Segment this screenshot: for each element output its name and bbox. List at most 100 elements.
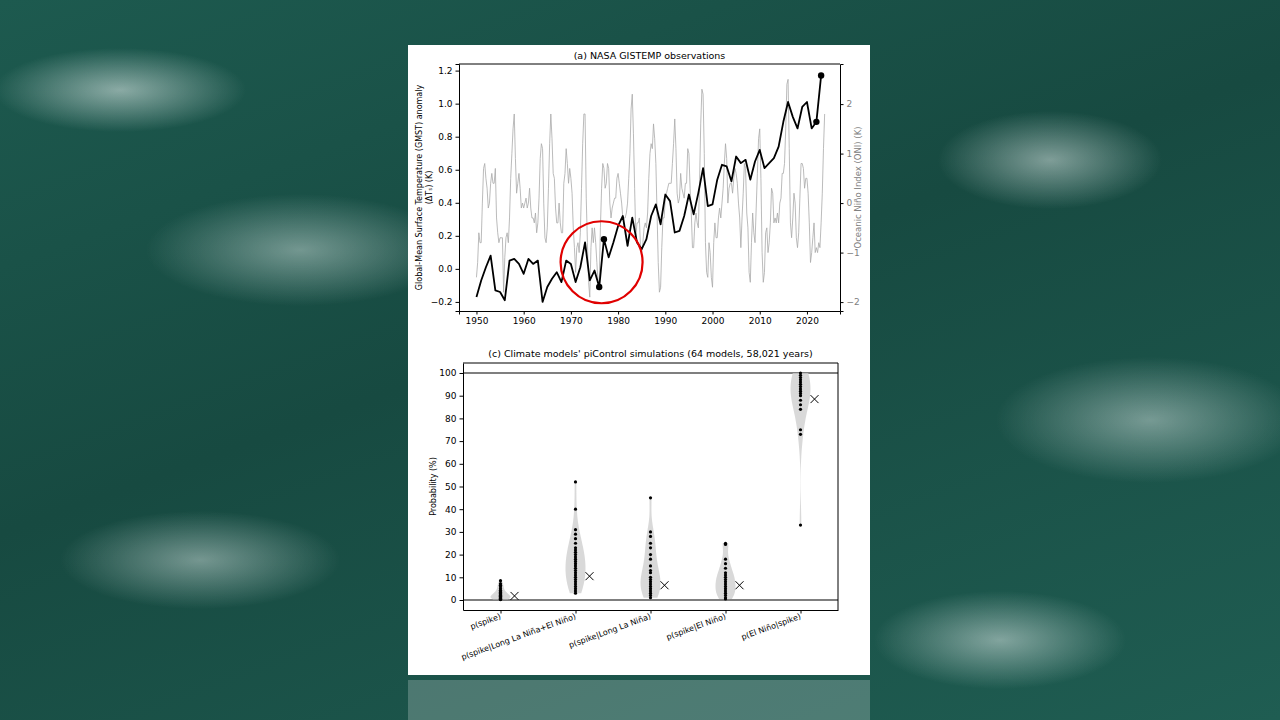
tick: 1980 xyxy=(607,311,630,326)
chart-a: 19501960197019801990200020102020−0.20.00… xyxy=(415,50,863,326)
tick-label: p(spike|Long La Niña) xyxy=(568,612,653,650)
tick: 10 xyxy=(445,573,463,583)
violin xyxy=(566,482,586,593)
point xyxy=(601,236,607,242)
tick-mark xyxy=(460,600,464,601)
tick-mark xyxy=(456,203,460,204)
point xyxy=(799,433,802,436)
tick-mark xyxy=(501,610,502,614)
point xyxy=(813,119,819,125)
point xyxy=(499,582,502,585)
tick: 1.0 xyxy=(438,99,459,109)
y-axis-label: Global-Mean Surface Temperature (GMST) a… xyxy=(415,85,424,291)
point xyxy=(724,558,727,561)
axis-line xyxy=(841,65,844,312)
tick: 0 xyxy=(840,198,853,208)
point xyxy=(724,542,727,545)
tick-label: p(El Niño|spike) xyxy=(740,612,802,642)
frame-line xyxy=(459,64,840,65)
chart-svg: 19501960197019801990200020102020−0.20.00… xyxy=(0,0,1280,720)
tick: 0.4 xyxy=(438,198,459,208)
tick: 50 xyxy=(445,482,463,492)
point xyxy=(724,562,727,565)
tick-label: 90 xyxy=(445,391,457,401)
tick-label: 10 xyxy=(445,573,457,583)
mean-marker xyxy=(661,581,669,589)
tick-mark xyxy=(456,137,460,138)
tick-mark xyxy=(456,302,460,303)
point xyxy=(724,567,727,570)
tick: p(spike|Long La Niña+El Niño) xyxy=(460,610,577,662)
point xyxy=(649,530,652,533)
tick-label: p(spike|El Niño) xyxy=(665,612,727,642)
tick: 90 xyxy=(445,391,463,401)
tick: 1 xyxy=(840,149,852,159)
tick-mark xyxy=(840,302,844,303)
tick-mark xyxy=(460,464,464,465)
tick-mark xyxy=(456,236,460,237)
tick: 0.8 xyxy=(438,132,459,142)
tick: 2 xyxy=(840,99,852,109)
tick-label: 1950 xyxy=(466,316,489,326)
tick-mark xyxy=(476,311,477,315)
tick: 80 xyxy=(445,414,463,424)
tick-mark xyxy=(460,418,464,419)
tick-mark xyxy=(760,311,761,315)
point xyxy=(649,496,652,499)
point xyxy=(574,542,577,545)
tick-label: 0.6 xyxy=(438,165,453,175)
tick-label: p(spike|Long La Niña+El Niño) xyxy=(460,612,577,662)
tick-mark xyxy=(460,577,464,578)
axis: 0102030405060708090100 xyxy=(439,364,463,611)
tick-mark xyxy=(576,610,577,614)
point xyxy=(574,537,577,540)
tick-mark xyxy=(801,610,802,614)
panel xyxy=(408,45,870,675)
point xyxy=(649,546,652,549)
tick: p(El Niño|spike) xyxy=(740,610,802,642)
tick-label: 40 xyxy=(445,505,457,515)
axis-line xyxy=(456,65,460,312)
title: (c) Climate models' piControl simulation… xyxy=(488,348,812,359)
tick: 60 xyxy=(445,459,463,469)
point xyxy=(649,576,652,579)
point xyxy=(818,72,824,78)
tick-label: 1980 xyxy=(607,316,630,326)
tick-label: 1970 xyxy=(560,316,583,326)
tick: 100 xyxy=(439,368,463,378)
violin xyxy=(641,498,661,598)
tick-label: 1960 xyxy=(513,316,536,326)
tick-mark xyxy=(460,509,464,510)
tick: p(spike|Long La Niña) xyxy=(568,610,653,650)
tick-mark xyxy=(713,311,714,315)
tick: −2 xyxy=(840,297,860,307)
reference-line xyxy=(463,372,838,373)
tick-mark xyxy=(460,373,464,374)
line xyxy=(476,76,821,302)
axis-line xyxy=(460,312,841,315)
tick-label: −2 xyxy=(847,297,860,307)
tick-mark xyxy=(460,532,464,533)
tick: p(spike|El Niño) xyxy=(665,610,727,642)
tick-label: 2 xyxy=(847,99,853,109)
tick-label: 30 xyxy=(445,527,457,537)
tick-mark xyxy=(460,396,464,397)
tick-label: 2010 xyxy=(749,316,772,326)
point xyxy=(499,579,502,582)
point xyxy=(574,480,577,483)
plot-area xyxy=(463,371,838,601)
tick-mark xyxy=(665,311,666,315)
chart-c: p(spike)p(spike|Long La Niña+El Niño)p(s… xyxy=(429,348,839,662)
tick: 0.6 xyxy=(438,165,459,175)
tick: 70 xyxy=(445,436,463,446)
point xyxy=(574,533,577,536)
violin xyxy=(716,543,736,599)
tick-label: 0.0 xyxy=(438,264,453,274)
tick-label: p(spike) xyxy=(469,612,502,631)
tick-mark xyxy=(840,154,844,155)
point xyxy=(799,408,802,411)
tick-label: −0.2 xyxy=(431,297,453,307)
tick: 0.0 xyxy=(438,264,459,274)
mean-marker xyxy=(586,572,594,580)
axis: 19501960197019801990200020102020 xyxy=(460,311,841,326)
